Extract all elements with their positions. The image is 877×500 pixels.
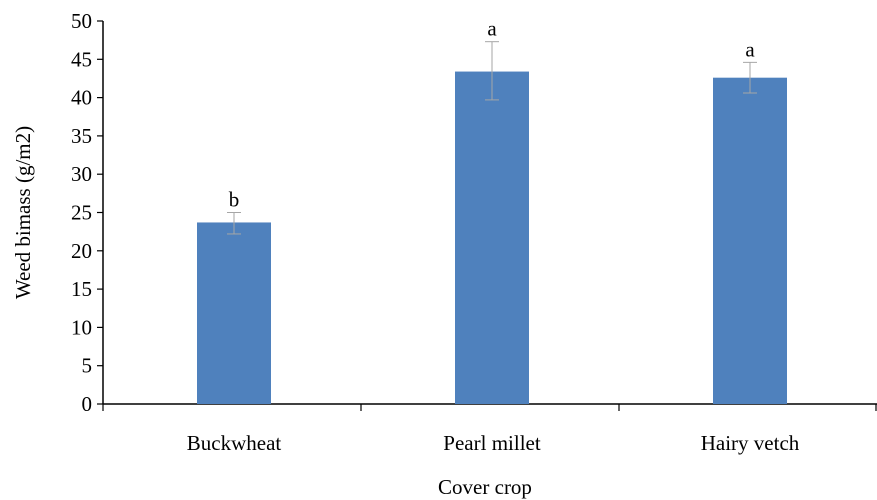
- significance-letters: b a a: [229, 17, 756, 212]
- y-tick-label: 40: [71, 86, 92, 110]
- x-axis-ticks: [102, 404, 877, 411]
- y-tick-label: 5: [82, 354, 93, 378]
- y-tick-label: 0: [82, 392, 93, 416]
- y-tick-label: 15: [71, 277, 92, 301]
- bar-pearl-millet: [455, 71, 529, 404]
- y-tick-label: 50: [71, 9, 92, 33]
- x-axis-title: Cover crop: [438, 475, 532, 499]
- bar-hairy-vetch: [713, 77, 787, 405]
- y-tick-label: 25: [71, 201, 92, 225]
- significance-letter: a: [745, 37, 755, 61]
- category-label: Buckwheat: [187, 431, 282, 455]
- y-tick-label: 20: [71, 239, 92, 263]
- significance-letter: b: [229, 188, 240, 212]
- category-label: Pearl millet: [443, 431, 541, 455]
- y-tick-label: 10: [71, 315, 92, 339]
- y-tick-label: 30: [71, 162, 92, 186]
- category-labels: Buckwheat Pearl millet Hairy vetch: [187, 431, 800, 455]
- y-tick-label: 45: [71, 47, 92, 71]
- error-bars: [227, 41, 757, 235]
- category-label: Hairy vetch: [701, 431, 800, 455]
- y-tick-label: 35: [71, 124, 92, 148]
- y-axis-title: Weed bimass (g/m2): [11, 126, 35, 299]
- significance-letter: a: [487, 17, 497, 41]
- bars: [197, 71, 787, 405]
- bar-buckwheat: [197, 222, 271, 404]
- y-axis-ticks: 0 5 10 15 20 25 30 35 40 45 50: [71, 9, 103, 416]
